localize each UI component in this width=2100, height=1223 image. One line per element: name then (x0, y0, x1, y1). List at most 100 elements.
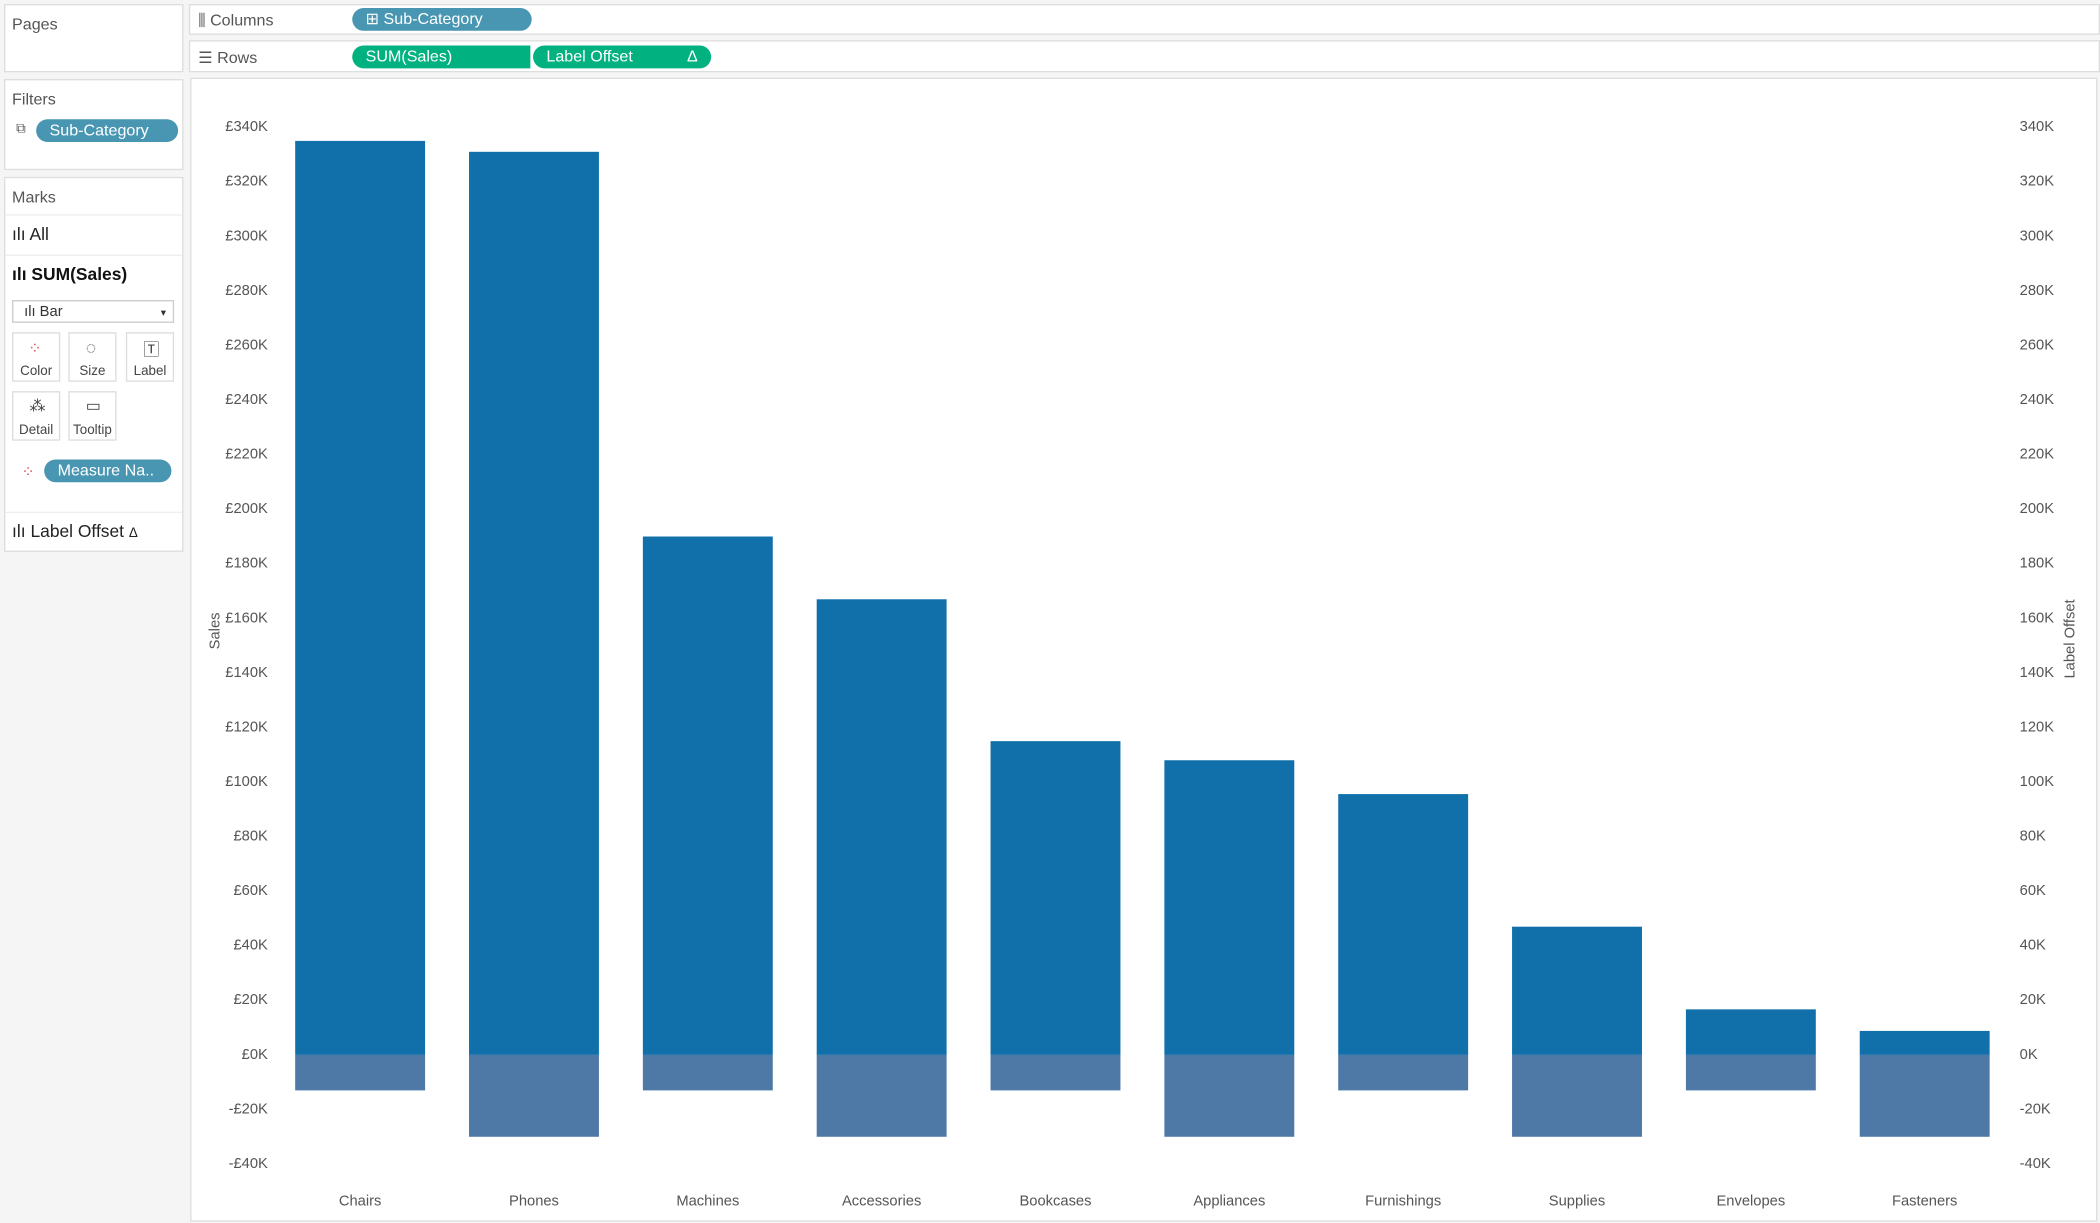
bar (295, 140, 426, 1055)
y-tick-label: £260K (225, 337, 268, 353)
y-tick-label: -£20K (229, 1101, 268, 1117)
label-button[interactable]: 🅃 Label (125, 332, 175, 382)
rows-label: Rows (217, 48, 258, 67)
filter-pill[interactable]: Sub-Category (36, 119, 179, 142)
color-icon: ⁘ (21, 462, 35, 481)
bar (1338, 794, 1469, 1055)
filters-title: Filters (12, 89, 56, 109)
bar (1685, 1009, 1816, 1055)
btn-text: Color (20, 364, 53, 380)
y-axis-title: Sales (208, 613, 224, 650)
color-button[interactable]: ⁘ Color (12, 332, 61, 382)
pill-text: Sub-Category (49, 120, 149, 140)
columns-pill[interactable]: ⊞ Sub-Category (352, 8, 532, 31)
bar (469, 151, 599, 1055)
marks-all[interactable]: ılı All (12, 223, 49, 244)
pill-text: Sub-Category (383, 9, 483, 29)
x-tick-label: Fasteners (1892, 1193, 1957, 1209)
y2-tick-label: 180K (2020, 556, 2055, 572)
color-pill[interactable]: Measure Na.. (44, 459, 172, 483)
y-tick-label: £80K (233, 829, 268, 845)
y-tick-label: £120K (225, 719, 268, 735)
bar (990, 741, 1121, 1055)
y2-tick-label: 160K (2020, 610, 2055, 626)
filter-icon: ⧉ (16, 121, 26, 137)
y-tick-label: £0K (242, 1047, 268, 1063)
mark-type-dropdown[interactable]: ılı Bar ▾ (12, 300, 175, 323)
rows-pill[interactable]: SUM(Sales) (352, 45, 531, 69)
btn-text: Tooltip (73, 423, 112, 439)
bar (1685, 1054, 1816, 1091)
y2-tick-label: 60K (2020, 883, 2046, 899)
y-tick-label: £20K (233, 992, 268, 1008)
shelf-label: ⫼ Columns (198, 10, 274, 30)
shelf-label: ☰ Rows (198, 48, 258, 67)
columns-label: Columns (210, 10, 274, 30)
y2-tick-label: 20K (2020, 992, 2046, 1008)
rows-shelf: ☰ Rows SUM(Sales) Label Offset Δ (188, 40, 2100, 73)
marks-title: Marks (12, 187, 56, 207)
y2-tick-label: -20K (2020, 1101, 2051, 1117)
y2-tick-label: 200K (2020, 501, 2055, 517)
marks-card: Marks ılı All ılı SUM(Sales) ılı Bar ▾ ⁘ C… (4, 176, 184, 552)
bar (990, 1054, 1121, 1091)
y-tick-label: £40K (233, 938, 268, 954)
y-tick-label: £60K (233, 883, 268, 899)
y2-tick-label: 100K (2020, 774, 2055, 790)
x-tick-label: Furnishings (1365, 1193, 1441, 1209)
pages-card: Pages (4, 4, 184, 73)
y-tick-label: £240K (225, 392, 268, 408)
y2-tick-label: 220K (2020, 447, 2055, 463)
bar (1512, 926, 1642, 1055)
btn-text: Label (133, 364, 167, 380)
columns-shelf: ⫼ Columns ⊞ Sub-Category (188, 4, 2100, 35)
y2-tick-label: 260K (2020, 337, 2055, 353)
bar (642, 1054, 773, 1091)
filters-card: Filters ⧉ Sub-Category (4, 79, 184, 171)
bar (295, 1054, 426, 1091)
y-tick-label: £300K (225, 228, 268, 244)
bar (1512, 1054, 1642, 1137)
btn-text: Detail (19, 423, 54, 439)
y-tick-label: £340K (225, 119, 268, 135)
pill-text: Label Offset (546, 46, 633, 66)
x-tick-label: Envelopes (1716, 1193, 1785, 1209)
chart: -£40K -£20K £0K £20K £40K £60K £80K £100K £120K £… (190, 77, 2098, 1222)
x-tick-label: Phones (509, 1193, 559, 1209)
detail-button[interactable]: ⁂ Detail (12, 391, 61, 441)
y2-tick-label: 120K (2020, 719, 2055, 735)
y2-tick-label: 300K (2020, 228, 2055, 244)
y2-tick-label: 320K (2020, 174, 2055, 190)
delta: Δ (128, 526, 138, 542)
y2-tick-label: 140K (2020, 665, 2055, 681)
x-tick-label: Appliances (1193, 1193, 1265, 1209)
x-tick-label: Chairs (339, 1193, 382, 1209)
x-tick-label: Accessories (842, 1193, 921, 1209)
y2-tick-label: 280K (2020, 283, 2055, 299)
btn-text: Size (79, 364, 106, 380)
mark-type: Bar (39, 304, 63, 321)
marks-sales[interactable]: ılı SUM(Sales) (12, 263, 128, 284)
x-tick-label: Bookcases (1019, 1193, 1091, 1209)
bar (469, 1054, 599, 1137)
sales-text: SUM(Sales) (31, 263, 128, 284)
all-text: All (29, 223, 49, 244)
marks-offset[interactable]: ılı Label Offset Δ (12, 521, 138, 542)
bar (816, 1054, 947, 1137)
y2-tick-label: 240K (2020, 392, 2055, 408)
y2-tick-label: 340K (2020, 119, 2055, 135)
bar (1338, 1054, 1469, 1091)
tooltip-button[interactable]: ▭ Tooltip (68, 391, 117, 441)
y-tick-label: £320K (225, 174, 268, 190)
y-tick-label: £140K (225, 665, 268, 681)
x-tick-label: Machines (676, 1193, 739, 1209)
bar (816, 599, 947, 1055)
rows-pill[interactable]: Label Offset Δ (533, 45, 712, 69)
size-button[interactable]: ◌ Size (68, 332, 117, 382)
y-tick-label: £200K (225, 501, 268, 517)
y2-tick-label: 0K (2020, 1047, 2038, 1063)
y2-tick-label: 40K (2020, 938, 2046, 954)
bar (1859, 1054, 1990, 1137)
pill-text: Measure Na.. (57, 460, 155, 480)
